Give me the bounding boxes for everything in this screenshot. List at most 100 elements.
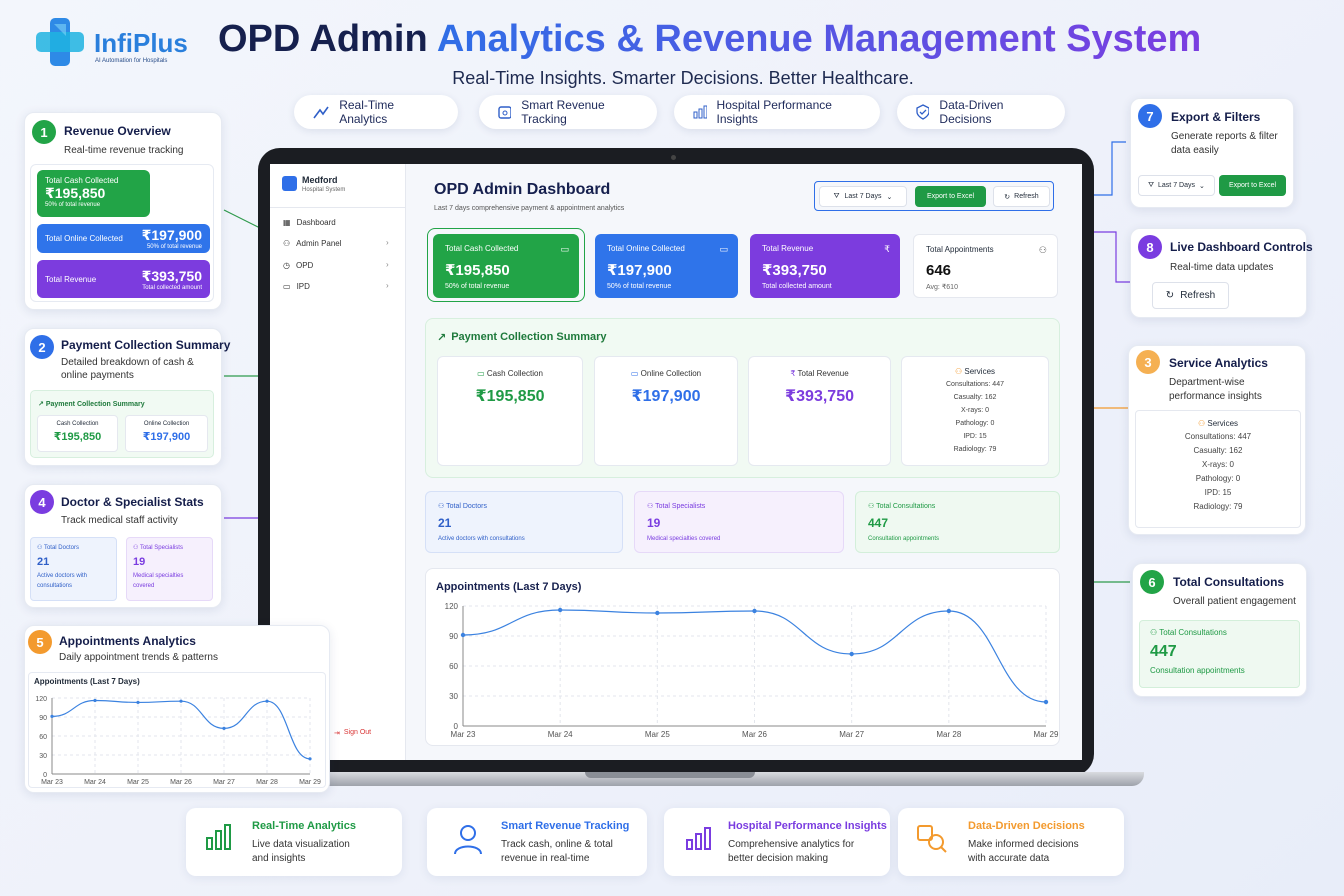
kpi-appointments: Total Appointments 646 Avg: ₹610 ⚇: [913, 234, 1058, 298]
data-point: [308, 757, 312, 761]
pill-smart-revenue: Smart Revenue Tracking: [479, 95, 657, 129]
kpi-sub: 50% of total revenue: [607, 283, 672, 290]
sidebar-item-label: OPD: [295, 261, 314, 270]
pcs-label-text: Cash Collection: [486, 369, 543, 378]
service-item: Pathology: 0: [955, 420, 995, 427]
page-title: OPD Admin Analytics & Revenue Management…: [218, 18, 1201, 61]
pcs-services: ⚇ Services Consultations: 447 Casualty: …: [901, 356, 1049, 466]
feature-desc: Live data visualization and insights: [252, 839, 350, 864]
callout-sub: Real-time data updates: [1170, 262, 1274, 273]
callout-sub: Detailed breakdown of cash & online paym…: [61, 357, 194, 381]
analytics-icon: [313, 106, 329, 119]
data-point: [1043, 699, 1049, 705]
user-icon: ⚇: [133, 545, 139, 551]
data-point: [222, 726, 226, 730]
stat-sub: Consultation appointments: [868, 536, 940, 542]
mini-label: ⚇ Total Consultations: [1150, 628, 1289, 637]
logout-icon: ⇥: [334, 730, 340, 737]
y-tick-label: 120: [445, 602, 459, 611]
tile-revenue: Total Revenue ₹393,750 Total collected am…: [37, 260, 210, 298]
refresh-button[interactable]: ↻ Refresh: [993, 186, 1050, 207]
date-filter-dropdown[interactable]: ⛛ Last 7 Days ⌄: [819, 186, 907, 207]
refresh-label: Refresh: [1014, 193, 1039, 200]
card-icon: ▭: [719, 244, 728, 254]
pill-label: Data-Driven Decisions: [939, 98, 1004, 126]
sidebar-item-dashboard[interactable]: ▦ Dashboard: [283, 218, 336, 227]
stat-doctors: ⚇ Total Doctors 21 Active doctors with c…: [425, 491, 623, 553]
chevron-right-icon: ›: [386, 281, 389, 290]
service-item: Radiology: 79: [953, 446, 997, 453]
stat-specialists: ⚇ Total Specialists 19 Medical specialti…: [634, 491, 844, 553]
data-point: [849, 651, 854, 657]
callout-title: Export & Filters: [1171, 110, 1261, 124]
refresh-icon: ↻: [1165, 290, 1175, 301]
feature-title: Data-Driven Decisions: [968, 820, 1085, 832]
mini-value: ₹197,900: [142, 431, 191, 443]
kpi-sub: Avg: ₹610: [926, 284, 958, 291]
pcs-value: ₹197,900: [631, 388, 701, 405]
sign-out-label: Sign Out: [343, 729, 372, 736]
data-point: [655, 610, 660, 616]
tile-sub: 50% of total revenue: [146, 244, 202, 250]
stat-label: ⚇ Total Doctors: [438, 502, 610, 510]
data-point: [557, 607, 563, 613]
tile-value: ₹195,850: [45, 185, 106, 201]
feature-desc: Make informed decisions with accurate da…: [968, 839, 1079, 864]
export-excel-button[interactable]: Export to Excel: [915, 186, 986, 207]
sign-out-button[interactable]: ⇥ Sign Out: [334, 729, 371, 737]
kpi-sub: Total collected amount: [762, 283, 832, 290]
user-icon: ⚇: [37, 545, 43, 551]
users-icon: ⚇: [954, 367, 963, 376]
mini-label: Online Collection: [143, 421, 190, 427]
tile-label: Total Online Collected: [45, 234, 123, 243]
callout-sub: Department-wise performance insights: [1169, 377, 1262, 402]
mini-export-button[interactable]: Export to Excel: [1219, 175, 1286, 196]
mini-pcs-title: ↗ Payment Collection Summary: [38, 400, 145, 408]
y-tick-label: 0: [454, 722, 459, 731]
mini-label: ⚇ Total Doctors: [37, 544, 110, 551]
users-icon: ⚇: [283, 239, 291, 248]
mini-filter-dropdown[interactable]: ⛛ Last 7 Days ⌄: [1138, 175, 1215, 196]
tile-label: Total Revenue: [45, 274, 97, 284]
callout-sub: Generate reports & filter data easily: [1171, 131, 1278, 156]
filter-icon: ⛛: [1148, 181, 1155, 189]
feature-data-driven: Data-Driven Decisions Make informed deci…: [898, 808, 1124, 876]
sidebar-item-ipd[interactable]: ▭ IPD: [283, 282, 310, 291]
laptop-base: [214, 772, 1144, 786]
tile-sub: Total collected amount: [142, 284, 202, 291]
data-point: [136, 700, 140, 705]
trend-icon: ↗: [437, 332, 447, 344]
mini-consult-card: ⚇ Total Consultations 447 Consultation a…: [1139, 620, 1300, 688]
data-point: [460, 632, 466, 638]
pill-label: Real-Time Analytics: [339, 98, 395, 126]
service-item: X-rays: 0: [1201, 460, 1234, 469]
mini-label: Cash Collection: [56, 421, 99, 427]
mini-label-text: Total Consultations: [1159, 628, 1227, 637]
mini-chart-frame: [28, 672, 326, 788]
page-subtitle: Real-Time Insights. Smarter Decisions. B…: [452, 68, 914, 88]
pcs-title: ↗ Payment Collection Summary: [437, 331, 607, 344]
bar-chart-icon: [693, 105, 707, 119]
users-icon: ⚇: [1038, 245, 1047, 255]
title-part1: OPD Admin: [218, 18, 437, 60]
pill-label: Smart Revenue Tracking: [521, 98, 605, 126]
callout-title: Live Dashboard Controls: [1170, 240, 1313, 254]
mini-refresh-button[interactable]: ↻ Refresh: [1152, 282, 1229, 309]
kpi-value: ₹195,850: [445, 262, 510, 279]
sidebar-item-admin-panel[interactable]: ⚇ Admin Panel: [283, 239, 342, 248]
callout-title: Revenue Overview: [64, 124, 171, 138]
grid-icon: ▦: [283, 218, 291, 227]
tile-right: ₹393,750 Total collected amount: [142, 268, 202, 291]
stat-value: 447: [868, 516, 889, 530]
sidebar-item-opd[interactable]: ◷ OPD: [283, 261, 313, 270]
user-money-icon: [454, 825, 482, 855]
pcs-value: ₹393,750: [785, 388, 854, 405]
kpi-cash: Total Cash Collected ₹195,850 50% of tot…: [433, 234, 579, 298]
sidebar-item-label: IPD: [296, 282, 310, 291]
pcs-label-text: Total Revenue: [797, 369, 849, 378]
chevron-right-icon: ›: [386, 238, 389, 247]
mini-services-box: ⚇ Services Consultations: 447 Casualty: …: [1135, 410, 1301, 528]
step-badge: 4: [30, 490, 54, 514]
stat-sub: Medical specialties covered: [647, 536, 721, 542]
trend-icon: ↗: [38, 401, 44, 408]
